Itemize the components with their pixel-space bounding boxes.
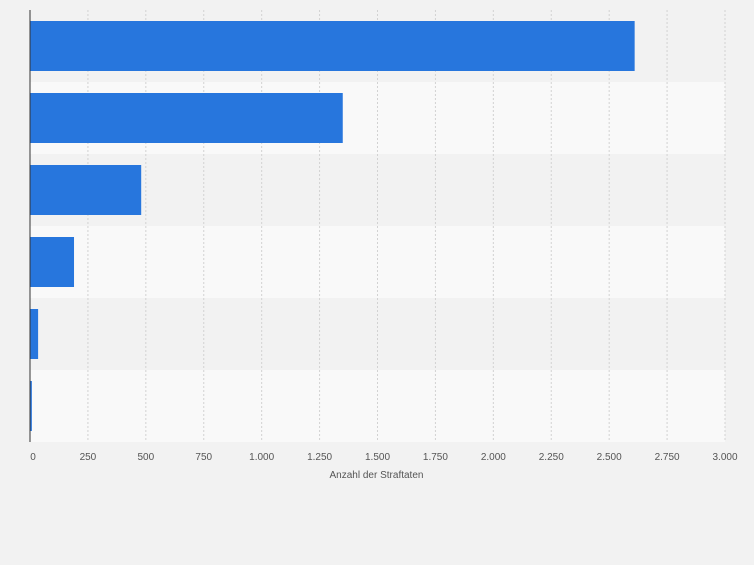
bars bbox=[30, 21, 635, 431]
bar bbox=[30, 165, 142, 215]
bar bbox=[30, 309, 39, 359]
x-tick-label: 2.500 bbox=[597, 452, 622, 463]
x-tick-label: 250 bbox=[80, 452, 97, 463]
x-axis-label: Anzahl der Straftaten bbox=[330, 470, 424, 481]
x-tick-label: 1.000 bbox=[249, 452, 274, 463]
x-tick-label: 1.500 bbox=[365, 452, 390, 463]
x-tick-label: 2.750 bbox=[655, 452, 680, 463]
x-tick-label: 2.250 bbox=[539, 452, 564, 463]
x-tick-label: 1.250 bbox=[307, 452, 332, 463]
bar bbox=[30, 237, 75, 287]
bar bbox=[30, 21, 635, 71]
x-tick-label: 500 bbox=[137, 452, 154, 463]
x-tick-label: 750 bbox=[195, 452, 212, 463]
x-tick-label: 1.750 bbox=[423, 452, 448, 463]
x-tick-label: 2.000 bbox=[481, 452, 506, 463]
bar bbox=[30, 93, 343, 143]
x-tick-label: 0 bbox=[30, 452, 36, 463]
grid-lines bbox=[87, 10, 726, 442]
x-tick-label: 3.000 bbox=[712, 452, 737, 463]
bar bbox=[30, 381, 32, 431]
x-tick-labels: 0 250 500 750 1.000 1.250 1.500 1.750 2.000 2.250… bbox=[30, 452, 738, 463]
